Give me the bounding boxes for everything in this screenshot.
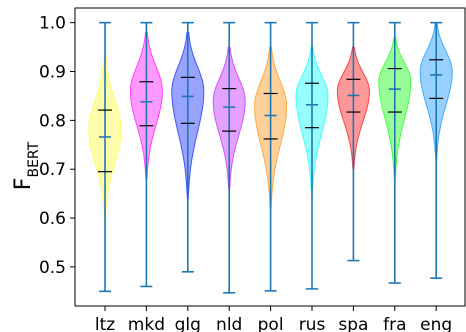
y-axis-title: FBERT	[11, 141, 42, 190]
x-tick-label-ltz: ltz	[95, 315, 115, 332]
y-tick-label: 0.7	[39, 160, 66, 180]
violin-ltz	[88, 21, 122, 293]
x-axis: ltz mkd glg nld pol rus spa fra eng	[95, 306, 452, 332]
plot-frame	[74, 7, 466, 307]
x-tick-label-spa: spa	[338, 315, 368, 332]
x-tick-label-mkd: mkd	[128, 315, 165, 332]
violin-eng	[419, 21, 453, 279]
violin-nld	[212, 21, 246, 294]
x-tick-label-eng: eng	[420, 315, 452, 332]
violin-mkd	[129, 21, 163, 288]
violin-spa	[336, 21, 370, 262]
y-tick-label: 1.0	[39, 14, 66, 34]
x-tick-label-glg: glg	[175, 315, 201, 332]
violin-layer	[88, 21, 453, 294]
violin-glg	[171, 21, 205, 273]
x-tick-label-nld: nld	[216, 315, 242, 332]
y-axis: 0.5 0.6 0.7 0.8 0.9 1.0	[39, 14, 75, 278]
x-tick-label-fra: fra	[383, 315, 406, 332]
violin-pol	[254, 21, 288, 292]
x-tick-label-pol: pol	[258, 315, 284, 332]
x-tick-label-rus: rus	[299, 315, 326, 332]
y-tick-label: 0.9	[39, 63, 66, 83]
y-tick-label: 0.8	[39, 111, 66, 131]
violin-rus	[295, 21, 329, 290]
y-tick-label: 0.5	[39, 258, 66, 278]
y-tick-label: 0.6	[39, 209, 66, 229]
violin-fra	[378, 21, 412, 284]
